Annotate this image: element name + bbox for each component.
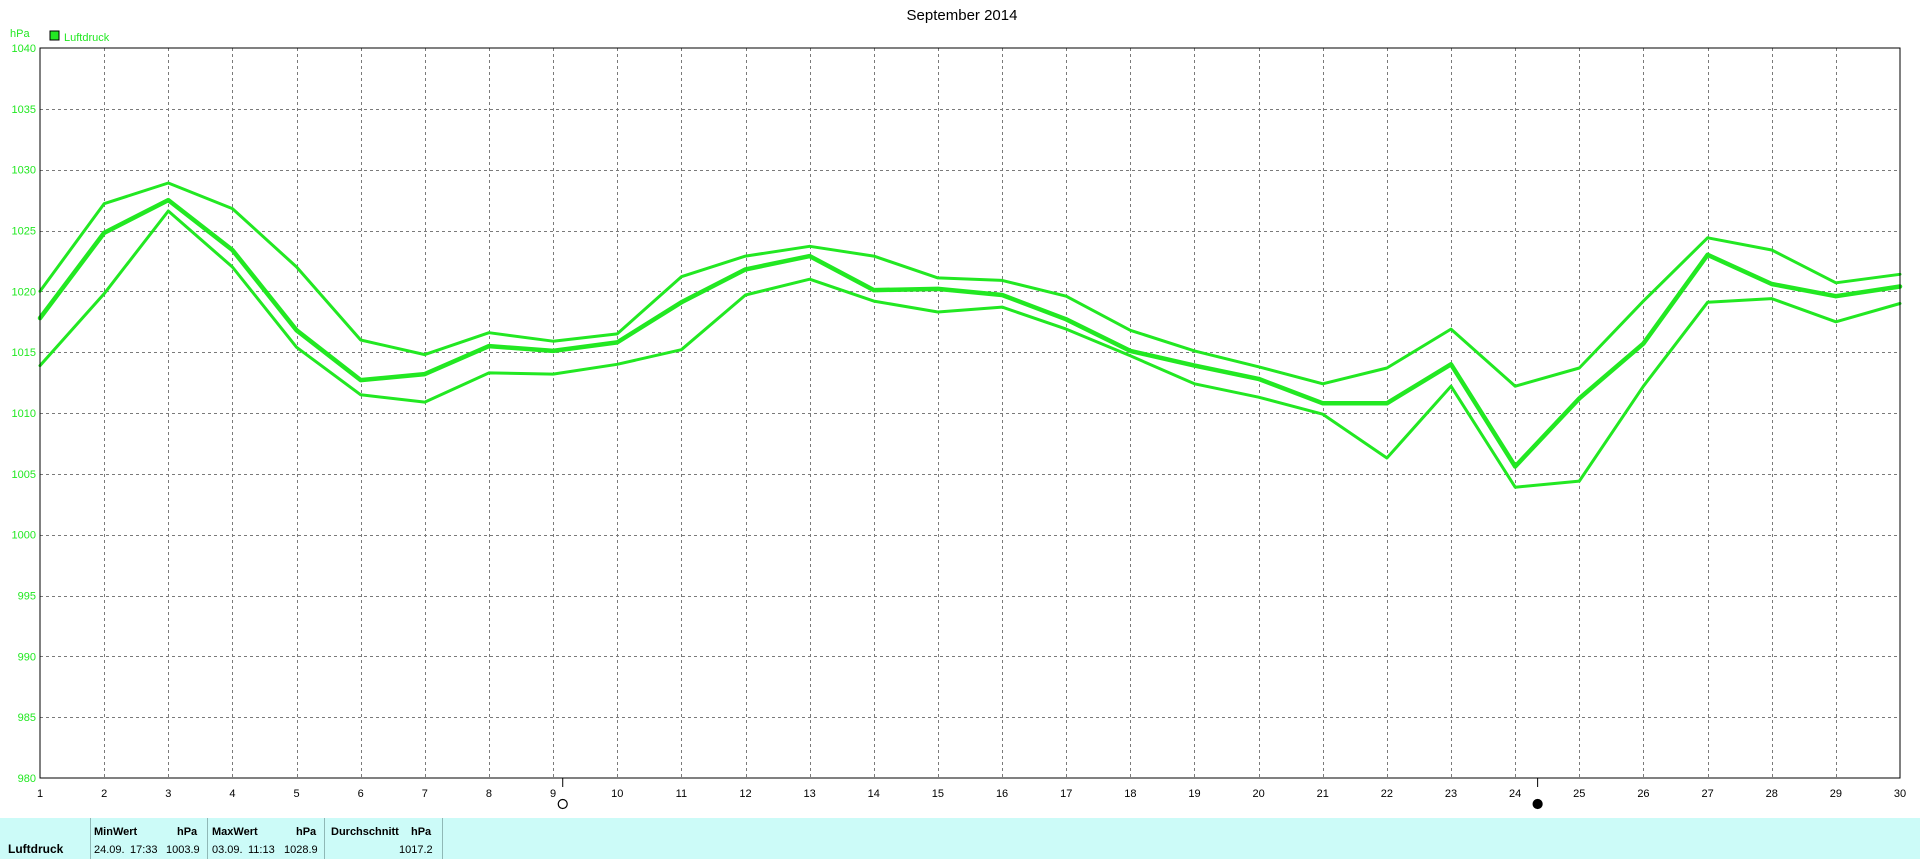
x-tick-label: 27 bbox=[1701, 788, 1713, 800]
series-line-3 bbox=[38, 209, 1902, 489]
x-tick-label: 20 bbox=[1252, 788, 1264, 800]
series-line-1 bbox=[38, 181, 1902, 388]
series-group bbox=[37, 181, 1903, 489]
y-tick-label: 1005 bbox=[12, 469, 36, 481]
moon-phase-markers bbox=[557, 778, 1543, 810]
series-line-2 bbox=[37, 197, 1903, 469]
stats-avg-cell: Durchschnitt hPa 1017.2 bbox=[324, 818, 443, 859]
y-axis-ticks: 980 985 990 995 1000 1005 1010 1015 1020 1025 1030… bbox=[12, 43, 36, 785]
x-tick-label: 18 bbox=[1124, 788, 1136, 800]
x-tick-label: 1 bbox=[37, 788, 43, 800]
x-tick-label: 8 bbox=[486, 788, 492, 800]
x-tick-label: 26 bbox=[1637, 788, 1649, 800]
max-label: MaxWert bbox=[212, 826, 258, 838]
x-tick-label: 21 bbox=[1317, 788, 1329, 800]
max-date: 03.09. bbox=[212, 844, 243, 856]
max-unit: hPa bbox=[296, 826, 317, 838]
x-tick-label: 13 bbox=[804, 788, 816, 800]
x-tick-label: 30 bbox=[1894, 788, 1906, 800]
plot-frame bbox=[39, 47, 1901, 779]
grid bbox=[40, 48, 1900, 778]
avg-value: 1017.2 bbox=[399, 844, 433, 856]
chart-title: September 2014 bbox=[907, 7, 1018, 24]
x-tick-label: 3 bbox=[165, 788, 171, 800]
x-tick-label: 24 bbox=[1509, 788, 1521, 800]
y-tick-label: 1030 bbox=[12, 165, 36, 177]
min-label: MinWert bbox=[94, 826, 138, 838]
y-tick-label: 995 bbox=[18, 591, 36, 603]
x-tick-label: 16 bbox=[996, 788, 1008, 800]
new-moon-icon bbox=[1532, 798, 1543, 810]
x-tick-label: 17 bbox=[1060, 788, 1072, 800]
x-tick-label: 22 bbox=[1381, 788, 1393, 800]
x-tick-label: 28 bbox=[1766, 788, 1778, 800]
full-moon-icon bbox=[557, 798, 568, 810]
x-tick-label: 29 bbox=[1830, 788, 1842, 800]
y-tick-label: 1020 bbox=[12, 286, 36, 298]
avg-label: Durchschnitt bbox=[331, 826, 399, 838]
x-tick-label: 5 bbox=[293, 788, 299, 800]
x-tick-label: 15 bbox=[932, 788, 944, 800]
stats-min-cell: MinWert hPa 24.09. 17:33 1003.9 bbox=[90, 818, 208, 859]
x-axis-ticks: 1 2 3 4 5 6 7 8 9 10 11 12 13 14 15 16 17 18 19 20 21 22 23 24 2… bbox=[37, 788, 1906, 800]
x-tick-label: 14 bbox=[868, 788, 880, 800]
stats-series-cell: Luftdruck bbox=[0, 818, 90, 859]
x-tick-label: 6 bbox=[358, 788, 364, 800]
x-tick-label: 23 bbox=[1445, 788, 1457, 800]
legend-swatch bbox=[49, 30, 60, 41]
stats-series-name: Luftdruck bbox=[8, 842, 64, 856]
x-tick-label: 7 bbox=[422, 788, 428, 800]
y-tick-label: 990 bbox=[18, 651, 36, 663]
x-tick-label: 25 bbox=[1573, 788, 1585, 800]
x-tick-label: 12 bbox=[739, 788, 751, 800]
y-tick-label: 1035 bbox=[12, 104, 36, 116]
y-tick-label: 1025 bbox=[12, 226, 36, 238]
min-time: 17:33 bbox=[130, 844, 158, 856]
max-time: 11:13 bbox=[248, 844, 275, 856]
y-tick-label: 1000 bbox=[12, 530, 36, 542]
min-value: 1003.9 bbox=[166, 844, 200, 856]
min-date: 24.09. bbox=[94, 844, 125, 856]
y-tick-label: 1040 bbox=[12, 43, 36, 55]
y-tick-label: 1010 bbox=[12, 408, 36, 420]
min-unit: hPa bbox=[177, 826, 198, 838]
x-tick-label: 10 bbox=[611, 788, 623, 800]
avg-unit: hPa bbox=[411, 826, 432, 838]
x-tick-label: 19 bbox=[1188, 788, 1200, 800]
legend-label: Luftdruck bbox=[64, 32, 110, 44]
y-tick-label: 985 bbox=[18, 712, 36, 724]
x-tick-label: 9 bbox=[550, 788, 556, 800]
y-tick-label: 1015 bbox=[12, 347, 36, 359]
x-tick-label: 4 bbox=[229, 788, 235, 800]
pressure-chart: September 2014 hPa Luftdruck 98098599099… bbox=[10, 7, 1906, 810]
stats-bar: Luftdruck MinWert hPa 24.09. 17:33 1003.… bbox=[0, 818, 1920, 859]
max-value: 1028.9 bbox=[284, 844, 318, 856]
x-tick-label: 2 bbox=[101, 788, 107, 800]
stats-max-cell: MaxWert hPa 03.09. 11:13 1028.9 bbox=[207, 818, 325, 859]
y-axis-unit: hPa bbox=[10, 28, 30, 40]
x-tick-label: 11 bbox=[676, 788, 687, 800]
y-tick-label: 980 bbox=[18, 773, 36, 785]
